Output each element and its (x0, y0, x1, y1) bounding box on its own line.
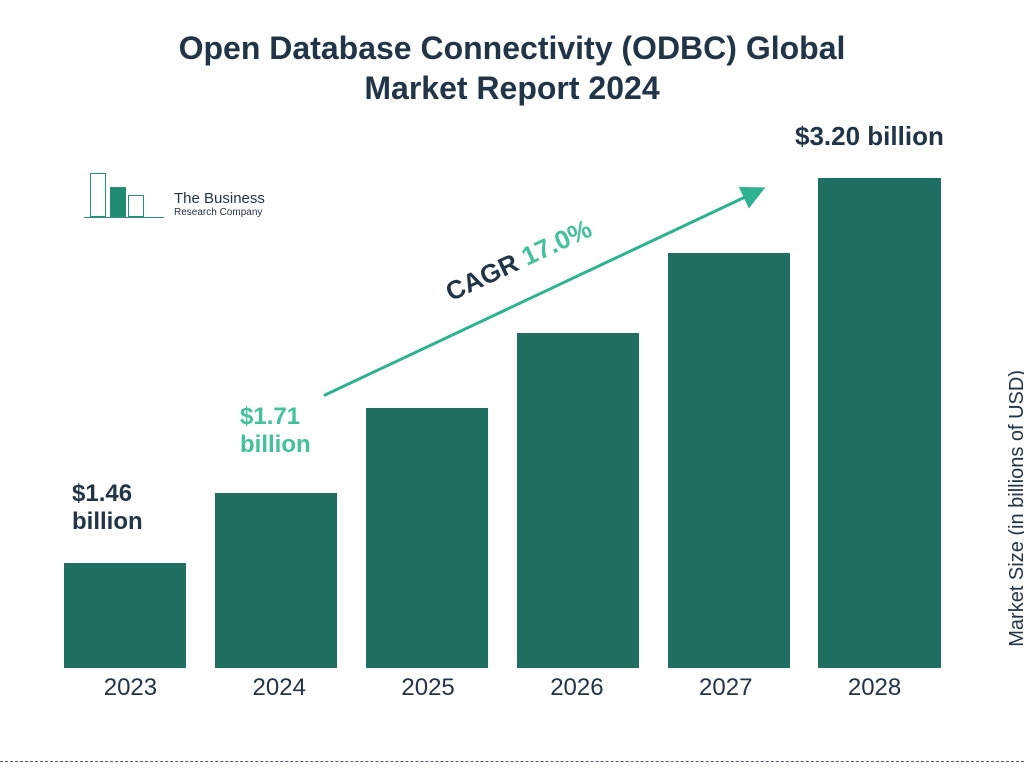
bar-2023 (64, 563, 186, 668)
bar-wrap-2024 (207, 493, 346, 668)
bar-2025 (366, 408, 488, 668)
x-label-2026: 2026 (502, 668, 651, 708)
bar-wrap-2027 (659, 253, 798, 668)
bar-wrap-2023 (56, 563, 195, 668)
y-axis-label: Market Size (in billions of USD) (1006, 370, 1024, 647)
title-line-1: Open Database Connectivity (ODBC) Global (179, 30, 846, 66)
bar-wrap-2028 (810, 178, 949, 668)
bar-2026 (517, 333, 639, 668)
bottom-divider (0, 761, 1024, 762)
bar-2027 (668, 253, 790, 668)
bar-chart: 202320242025202620272028 (50, 148, 955, 708)
x-label-2028: 2028 (800, 668, 949, 708)
x-axis: 202320242025202620272028 (50, 668, 955, 708)
callout-2028-text: $3.20 billion (795, 121, 944, 151)
bar-wrap-2026 (508, 333, 647, 668)
bars-container (50, 148, 955, 668)
bar-2028 (818, 178, 940, 668)
bar-2024 (215, 493, 337, 668)
x-label-2023: 2023 (56, 668, 205, 708)
bar-wrap-2025 (358, 408, 497, 668)
x-label-2025: 2025 (354, 668, 503, 708)
chart-title: Open Database Connectivity (ODBC) Global… (0, 28, 1024, 108)
x-label-2024: 2024 (205, 668, 354, 708)
x-label-2027: 2027 (651, 668, 800, 708)
title-line-2: Market Report 2024 (364, 70, 659, 106)
